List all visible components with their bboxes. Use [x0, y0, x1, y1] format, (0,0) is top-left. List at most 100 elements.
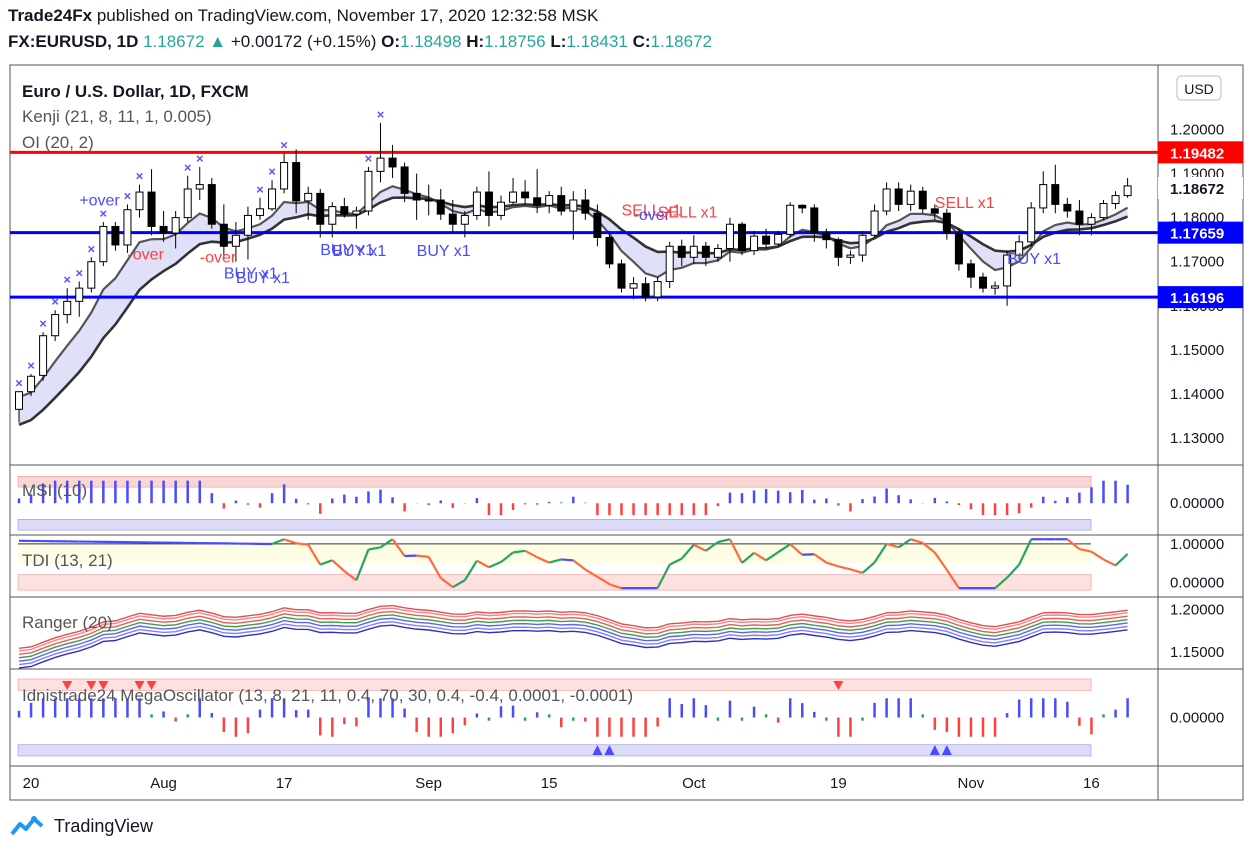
tdi-line-segment	[548, 558, 562, 564]
candle-body	[135, 191, 144, 211]
open-label: O:	[381, 32, 401, 51]
candle-body	[581, 199, 590, 214]
signal-cross: ×	[196, 151, 204, 166]
currency-button-frame	[1176, 75, 1222, 101]
time-tick-label: 19	[830, 775, 847, 792]
candle-body	[460, 214, 469, 225]
candle-body	[75, 287, 84, 302]
tdi-line-segment	[524, 549, 538, 559]
signal-cross: ×	[27, 358, 35, 373]
tdi-line-segment	[440, 577, 454, 589]
signal-cross: ×	[280, 138, 288, 153]
tdi-line-segment	[765, 551, 779, 562]
candle-body	[593, 212, 602, 238]
currency-button[interactable]: USD	[1184, 81, 1214, 97]
ranger-pane-title: Ranger (20)	[22, 613, 113, 632]
publisher-name[interactable]: Trade24Fx	[8, 6, 93, 25]
mega-band-bottom	[17, 744, 1092, 757]
candle-body	[966, 263, 975, 278]
time-tick-label: 20	[23, 775, 40, 792]
tdi-line-segment	[933, 551, 948, 571]
signal-annotation: -over	[634, 207, 671, 224]
candle-body	[653, 281, 662, 298]
candle-body	[376, 157, 385, 172]
open-value: 1.18498	[400, 32, 462, 51]
tdi-line-segment	[753, 551, 767, 562]
candle-body	[1111, 195, 1120, 205]
buy-triangle-icon	[929, 745, 940, 755]
tdi-line-segment	[476, 559, 490, 569]
candle-body	[991, 285, 1000, 289]
tdi-line-segment	[1079, 547, 1092, 553]
tdi-line-segment	[705, 541, 719, 552]
tdi-line-segment	[886, 542, 899, 549]
price-tick-label: 1.15000	[1170, 342, 1224, 359]
tdi-line-segment	[1114, 553, 1129, 567]
price-label-box	[1158, 286, 1243, 309]
candle-body	[63, 300, 72, 316]
ranger-line	[18, 614, 1128, 659]
candle-body	[484, 191, 493, 216]
price-label-box	[1158, 221, 1243, 244]
candle-body	[930, 208, 939, 214]
up-arrow-icon: ▲	[209, 32, 227, 51]
tdi-line-segment	[802, 553, 815, 556]
candle-body	[1039, 184, 1048, 209]
candle-body	[436, 199, 445, 215]
time-tick-label: Sep	[415, 775, 442, 792]
candle-body	[605, 236, 614, 265]
tradingview-logo[interactable]: TradingView	[8, 814, 153, 838]
ranger-line	[18, 621, 1128, 666]
tdi-line-segment	[789, 543, 803, 556]
candle-body	[617, 263, 626, 289]
tdi-line-segment	[922, 542, 936, 554]
sell-triangle-icon	[134, 681, 145, 690]
tdi-line-segment	[500, 551, 514, 563]
candle-body	[1087, 217, 1096, 225]
signal-cross: ×	[268, 164, 276, 179]
buy-triangle-icon	[604, 745, 615, 755]
candle-body	[99, 225, 108, 263]
candle-body	[364, 170, 373, 212]
time-tick-label: 17	[276, 775, 293, 792]
tdi-line-segment	[898, 538, 912, 549]
tdi-line-segment	[656, 564, 671, 589]
candle-body	[1027, 207, 1036, 243]
sell-triangle-icon	[833, 681, 844, 690]
ranger-tick-label: 1.20000	[1170, 602, 1224, 619]
tdi-line-segment	[669, 557, 683, 566]
published-text: published on TradingView.com, November 1…	[96, 6, 599, 25]
tdi-line-segment	[994, 576, 1008, 589]
tdi-line-segment	[873, 543, 888, 563]
candle-body	[1063, 203, 1072, 212]
candle-body	[545, 195, 554, 206]
candle-body	[798, 204, 807, 209]
signal-cross: ×	[15, 376, 23, 391]
candle-body	[677, 245, 686, 258]
price-label-text: 1.18672	[1170, 181, 1224, 198]
publish-line: Trade24Fx published on TradingView.com, …	[8, 6, 598, 26]
signal-cross: ×	[63, 272, 71, 287]
price-label-text: 1.19482	[1170, 145, 1224, 162]
tdi-line-segment	[536, 556, 550, 564]
price-label-box	[1158, 141, 1243, 164]
tdi-line-segment	[680, 543, 695, 560]
candle-body	[243, 214, 252, 236]
ranger-line	[18, 610, 1128, 656]
tdi-line-segment	[1006, 563, 1020, 579]
tdi-tick-label: 0.00000	[1170, 574, 1224, 591]
tdi-line-segment	[945, 569, 960, 589]
tdi-line-segment	[572, 559, 587, 571]
tdi-line-segment	[427, 556, 442, 579]
tdi-line-segment	[1018, 538, 1033, 566]
candle-body	[641, 283, 650, 298]
candle-body	[292, 162, 301, 202]
signal-annotation: BUY x1	[417, 243, 471, 260]
price-label-text: 1.16196	[1170, 290, 1224, 307]
tdi-line-segment	[416, 554, 429, 558]
candle-body	[195, 184, 204, 190]
candle-body	[412, 192, 421, 201]
candle-body	[509, 191, 518, 203]
tdi-line-segment	[1103, 558, 1117, 567]
